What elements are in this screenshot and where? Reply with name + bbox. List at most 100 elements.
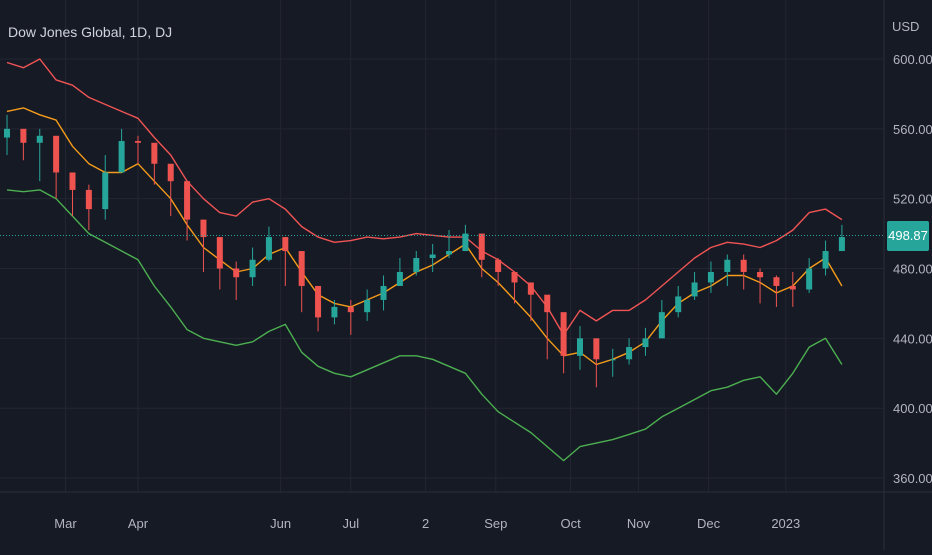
candle-body [658,312,665,339]
candle-body [134,141,141,143]
candle [249,247,256,286]
candle [4,114,11,156]
candle [626,338,633,365]
candle-body [265,237,272,260]
candle [593,338,600,388]
chart-title: Dow Jones Global, 1D, DJ [8,24,173,40]
candle-body [85,189,92,210]
candle [347,299,354,335]
candle [184,181,191,241]
candle-body [4,128,11,138]
candle-body [446,251,453,255]
candle-body [36,135,43,143]
lower-band-line [6,189,843,462]
candlesticks [4,114,845,388]
upper-band-line [6,58,843,336]
x-tick-label: Jun [270,516,291,531]
x-tick-label: Sep [484,516,507,531]
candle [838,224,845,252]
candle [822,240,829,276]
y-tick-label: 360.00 [893,471,932,486]
candle-body [216,237,223,269]
candle [544,294,551,360]
candle-body [249,259,256,278]
candle-body [724,259,731,272]
candle-body [184,181,191,220]
candle [331,299,338,325]
candle-body [707,271,714,283]
candle [364,289,371,321]
candle-body [789,285,796,290]
candle-body [118,141,125,173]
y-tick-label: 480.00 [893,262,932,277]
candle [724,254,731,286]
candle-body [478,233,485,260]
candle [134,135,141,164]
candle [216,237,223,290]
candle [789,271,796,307]
candle-body [331,306,338,318]
candle-body [626,347,633,360]
candle-body [593,338,600,360]
x-tick-label: Jul [342,516,359,531]
candle-body [20,128,27,143]
candle [658,299,665,339]
candle [20,128,27,161]
candle [167,163,174,217]
candle-body [69,172,76,190]
candle [102,155,109,220]
y-tick-label: 440.00 [893,331,932,346]
candle-body [691,282,698,297]
candle [560,312,567,374]
candle-body [347,306,354,313]
x-tick-label: 2023 [771,516,800,531]
x-tick-label: 2 [422,516,429,531]
candle-body [576,338,583,356]
x-tick-label: Nov [627,516,651,531]
candle [642,327,649,356]
candle [282,237,289,286]
candle [265,226,272,262]
candle [609,348,616,377]
candle-body [233,268,240,278]
candle [462,224,469,252]
candle [429,244,436,272]
candle-body [773,277,780,286]
candle-body [462,233,469,252]
candle [740,254,747,290]
candle-body [495,259,502,272]
y-tick-label: 560.00 [893,122,932,137]
candle [691,271,698,300]
candle [413,251,420,276]
candle [576,326,583,370]
candle [36,128,43,182]
candle [527,282,534,321]
candle-body [282,237,289,252]
candle-body [675,296,682,313]
candle [233,261,240,300]
candle-body [53,135,60,173]
candle [446,230,453,259]
candle-body [642,338,649,348]
candle [675,285,682,318]
candle-body [396,271,403,286]
candle [511,271,518,304]
candle-body [740,259,747,272]
candle [298,251,305,313]
candle-body [413,258,420,272]
candle-body [511,271,518,283]
last-price-tag: 498.87 [887,220,929,251]
candle [806,258,813,293]
x-tick-label: Oct [561,516,582,531]
x-tick-label: Mar [54,516,77,531]
candle-body [806,268,813,290]
candle-body [560,312,567,356]
x-tick-label: Dec [697,516,721,531]
candle-body [527,282,534,295]
middle-band-line [6,107,843,366]
candle [495,258,502,286]
candle-body [429,254,436,259]
